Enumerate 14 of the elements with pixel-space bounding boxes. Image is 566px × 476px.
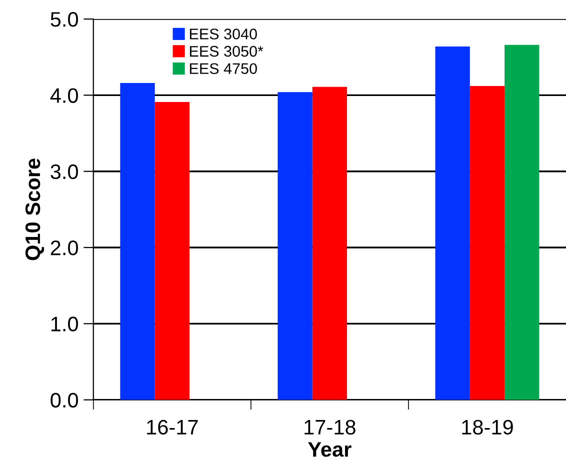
legend-label: EES 3050* [190, 46, 264, 57]
y-axis-title: Q10 Score [25, 158, 44, 260]
y-tick-label: 2.0 [50, 240, 78, 256]
legend-label: EES 3040 [190, 28, 257, 40]
y-tick-label: 0.0 [50, 392, 78, 408]
x-tick-label: 16-17 [147, 420, 198, 435]
x-tick-label: 18-19 [462, 420, 513, 435]
x-axis-title: Year [308, 442, 352, 457]
y-tick-label: 3.0 [50, 164, 78, 180]
y-tick-label: 1.0 [51, 316, 78, 332]
y-tick-label: 4.0 [50, 88, 78, 103]
x-tick-label: 17-18 [304, 420, 356, 435]
y-tick-label: 5.0 [50, 12, 78, 27]
legend-label: EES 4750 [190, 63, 257, 74]
